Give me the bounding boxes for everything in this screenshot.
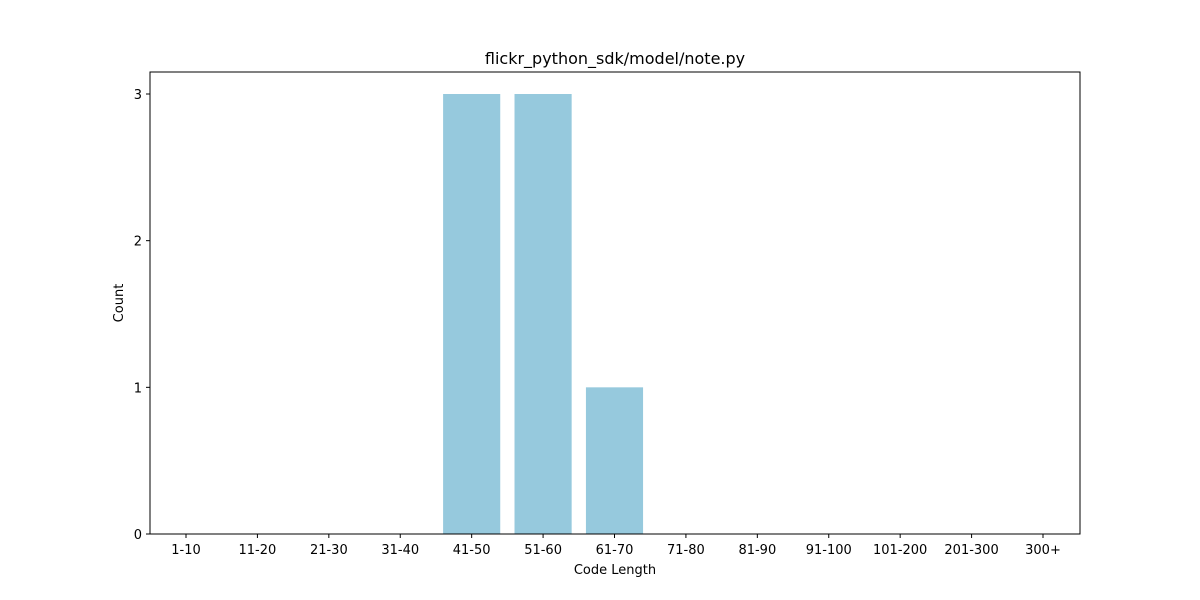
x-axis-ticks: 1-10 11-20 21-30 31-40 41-50 51-60 61-70 71-80 8… <box>171 534 1061 558</box>
y-tick-label: 0 <box>134 528 142 543</box>
bar-41-50 <box>443 94 501 534</box>
x-tick-label: 81-90 <box>738 543 776 558</box>
x-tick-label: 300+ <box>1025 543 1061 558</box>
x-tick-label: 101-200 <box>873 543 927 558</box>
x-tick-label: 71-80 <box>667 543 705 558</box>
x-tick-label: 51-60 <box>524 543 562 558</box>
x-tick-label: 31-40 <box>381 543 419 558</box>
bar-61-70 <box>585 387 644 534</box>
y-axis-label: Count <box>112 284 127 323</box>
bars-group <box>443 94 644 534</box>
x-axis-label: Code Length <box>574 563 656 578</box>
y-tick-label: 3 <box>134 88 142 103</box>
x-tick-label: 201-300 <box>944 543 998 558</box>
y-tick-label: 1 <box>134 381 142 396</box>
x-tick-label: 21-30 <box>310 543 348 558</box>
chart-title: flickr_python_sdk/model/note.py <box>485 49 745 69</box>
y-axis-ticks: 0 1 2 3 <box>134 88 150 543</box>
bar-51-60 <box>514 94 572 534</box>
x-tick-label: 41-50 <box>453 543 491 558</box>
y-tick-label: 2 <box>134 235 142 250</box>
x-tick-label: 1-10 <box>171 543 201 558</box>
x-tick-label: 11-20 <box>239 543 277 558</box>
x-tick-label: 61-70 <box>596 543 634 558</box>
x-tick-label: 91-100 <box>806 543 852 558</box>
